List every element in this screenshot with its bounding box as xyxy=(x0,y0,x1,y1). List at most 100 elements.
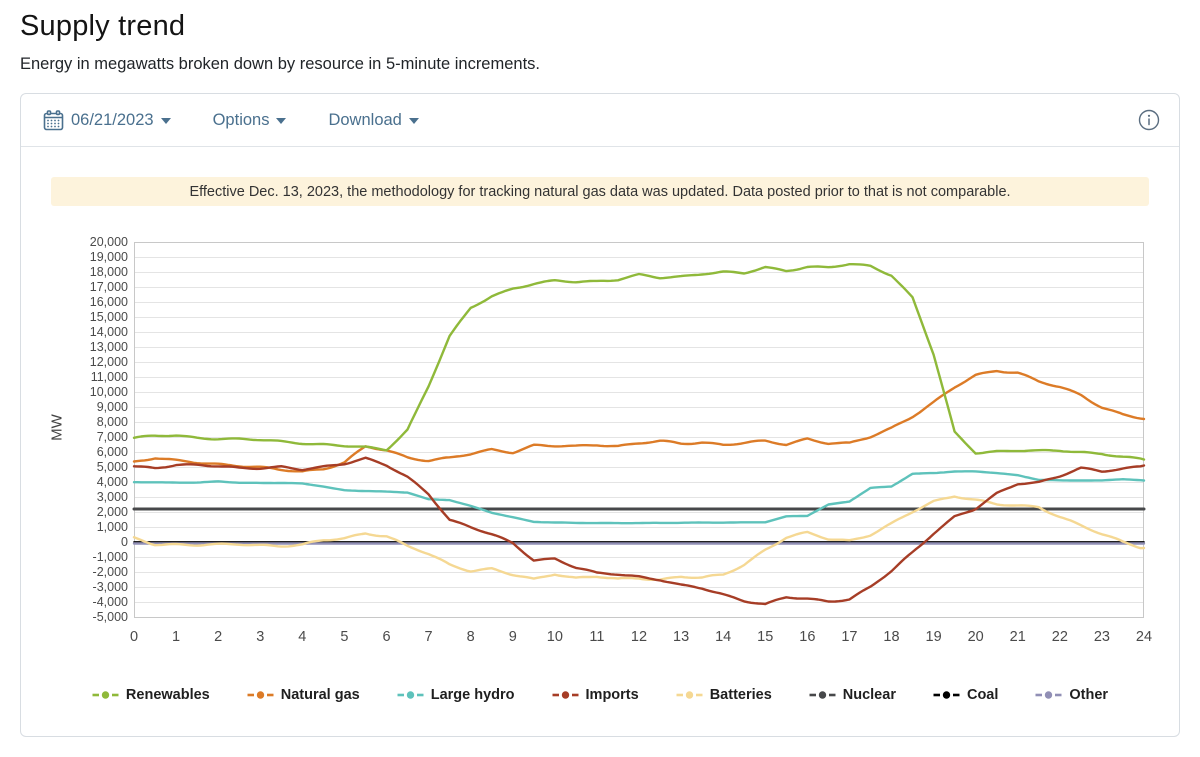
y-axis-tick: 0 xyxy=(121,535,128,549)
x-axis-tick: 12 xyxy=(630,629,648,645)
x-axis-tick: 11 xyxy=(589,629,605,645)
legend-label: Other xyxy=(1069,687,1109,703)
y-axis-tick: 2,000 xyxy=(96,505,128,519)
legend-item-other[interactable]: Other xyxy=(1035,687,1108,703)
x-axis-tick: 23 xyxy=(1093,629,1110,645)
x-axis-tick: 9 xyxy=(508,629,517,645)
y-axis-tick: 19,000 xyxy=(89,250,128,264)
x-axis-tick: 5 xyxy=(340,629,349,645)
y-axis-tick: 14,000 xyxy=(89,325,128,339)
y-axis-tick: -3,000 xyxy=(92,580,128,594)
y-axis-tick: 4,000 xyxy=(96,475,128,489)
chart-body: Effective Dec. 13, 2023, the methodology… xyxy=(21,147,1179,737)
x-axis-tick: 1 xyxy=(172,629,181,645)
y-axis-tick: -4,000 xyxy=(92,595,128,609)
legend-item-batteries[interactable]: Batteries xyxy=(676,687,772,703)
series-line-batteries xyxy=(132,495,1146,581)
x-axis-tick: 8 xyxy=(466,629,475,645)
x-axis-tick: 21 xyxy=(1009,629,1026,645)
y-axis-tick: 13,000 xyxy=(89,340,128,354)
x-axis-tick: 0 xyxy=(129,629,139,645)
x-axis-tick: 4 xyxy=(298,629,307,645)
y-axis-tick: 3,000 xyxy=(96,490,128,504)
legend-item-natural-gas[interactable]: Natural gas xyxy=(247,687,360,703)
options-menu-label: Options xyxy=(212,110,270,129)
y-axis-tick: 6,000 xyxy=(96,445,128,459)
x-axis-tick: 6 xyxy=(382,629,391,645)
legend-marker-icon xyxy=(247,691,274,699)
y-axis-tick: -5,000 xyxy=(92,610,128,624)
legend-item-imports[interactable]: Imports xyxy=(552,687,639,703)
page-subtitle: Energy in megawatts broken down by resou… xyxy=(20,55,540,73)
y-axis-tick: 5,000 xyxy=(96,460,128,474)
x-axis-tick: 7 xyxy=(424,629,433,645)
chart-legend: Renewables Natural gas Large hydro Imports B… xyxy=(21,687,1179,703)
download-menu-label: Download xyxy=(328,110,402,129)
legend-label: Coal xyxy=(966,687,999,703)
y-axis-tick: 16,000 xyxy=(89,295,128,309)
legend-marker-icon xyxy=(552,691,579,699)
info-circle-icon xyxy=(1137,109,1161,135)
chevron-down-icon xyxy=(160,118,171,124)
date-picker-value: 06/21/2023 xyxy=(71,110,154,129)
supply-trend-card: 06/21/2023 Options Download xyxy=(20,93,1180,737)
legend-marker-icon xyxy=(397,691,424,699)
x-axis-tick: 13 xyxy=(673,629,690,645)
y-axis-tick: -2,000 xyxy=(92,565,128,579)
legend-marker-icon xyxy=(1035,691,1062,699)
legend-label: Nuclear xyxy=(842,687,896,703)
legend-marker-icon xyxy=(809,691,836,699)
y-axis-tick: 8,000 xyxy=(96,415,128,429)
chevron-down-icon xyxy=(276,118,287,124)
y-axis-tick: 7,000 xyxy=(96,430,128,444)
legend-marker-icon xyxy=(676,691,703,699)
series-line-natural-gas xyxy=(132,369,1146,473)
x-axis-tick: 10 xyxy=(546,629,563,645)
series-line-large-hydro xyxy=(132,470,1146,525)
series-line-renewables xyxy=(132,263,1146,461)
legend-item-renewables[interactable]: Renewables xyxy=(92,687,210,703)
x-axis-tick: 20 xyxy=(967,629,984,645)
legend-label: Imports xyxy=(585,687,639,703)
date-picker-button[interactable]: 06/21/2023 xyxy=(43,106,171,135)
x-axis-tick: 22 xyxy=(1051,629,1068,645)
y-axis-tick: 9,000 xyxy=(96,400,128,414)
legend-marker-icon xyxy=(92,691,119,699)
notice-banner: Effective Dec. 13, 2023, the methodology… xyxy=(51,177,1149,206)
y-axis-tick: 10,000 xyxy=(89,385,128,399)
chart-toolbar: 06/21/2023 Options Download xyxy=(21,94,1179,147)
legend-label: Batteries xyxy=(709,687,772,703)
y-axis-tick: 15,000 xyxy=(89,310,128,324)
options-menu-button[interactable]: Options xyxy=(213,107,287,134)
y-axis-tick: -1,000 xyxy=(92,550,128,564)
y-axis-tick: 20,000 xyxy=(89,235,128,249)
chevron-down-icon xyxy=(408,118,419,124)
y-axis-tick: 1,000 xyxy=(96,520,128,534)
x-axis-tick: 2 xyxy=(214,629,223,645)
x-axis-tick: 14 xyxy=(715,629,732,645)
legend-item-nuclear[interactable]: Nuclear xyxy=(809,687,896,703)
supply-trend-plot xyxy=(132,242,1146,618)
x-axis-tick: 24 xyxy=(1135,629,1153,645)
x-axis-tick: 16 xyxy=(799,629,816,645)
y-axis-tick: 11,000 xyxy=(90,370,128,384)
y-axis-tick: 12,000 xyxy=(89,355,128,369)
legend-marker-icon xyxy=(933,691,960,699)
y-axis-tick: 18,000 xyxy=(89,265,128,279)
legend-item-coal[interactable]: Coal xyxy=(933,687,998,703)
legend-label: Natural gas xyxy=(280,687,360,703)
legend-item-large-hydro[interactable]: Large hydro xyxy=(397,687,515,703)
x-axis-tick: 18 xyxy=(883,629,900,645)
x-axis-tick: 3 xyxy=(256,629,265,645)
calendar-icon xyxy=(43,109,64,131)
legend-label: Large hydro xyxy=(430,687,515,703)
x-axis-tick: 17 xyxy=(841,629,858,645)
supply-trend-page: Supply trend Energy in megawatts broken … xyxy=(20,10,1180,737)
info-button[interactable] xyxy=(1137,108,1161,132)
x-axis-tick: 19 xyxy=(925,629,942,645)
download-menu-button[interactable]: Download xyxy=(328,107,419,134)
series-line-imports xyxy=(132,456,1146,606)
page-title: Supply trend xyxy=(20,10,186,42)
x-axis-tick: 15 xyxy=(757,629,774,645)
y-axis-tick: 17,000 xyxy=(89,280,128,294)
